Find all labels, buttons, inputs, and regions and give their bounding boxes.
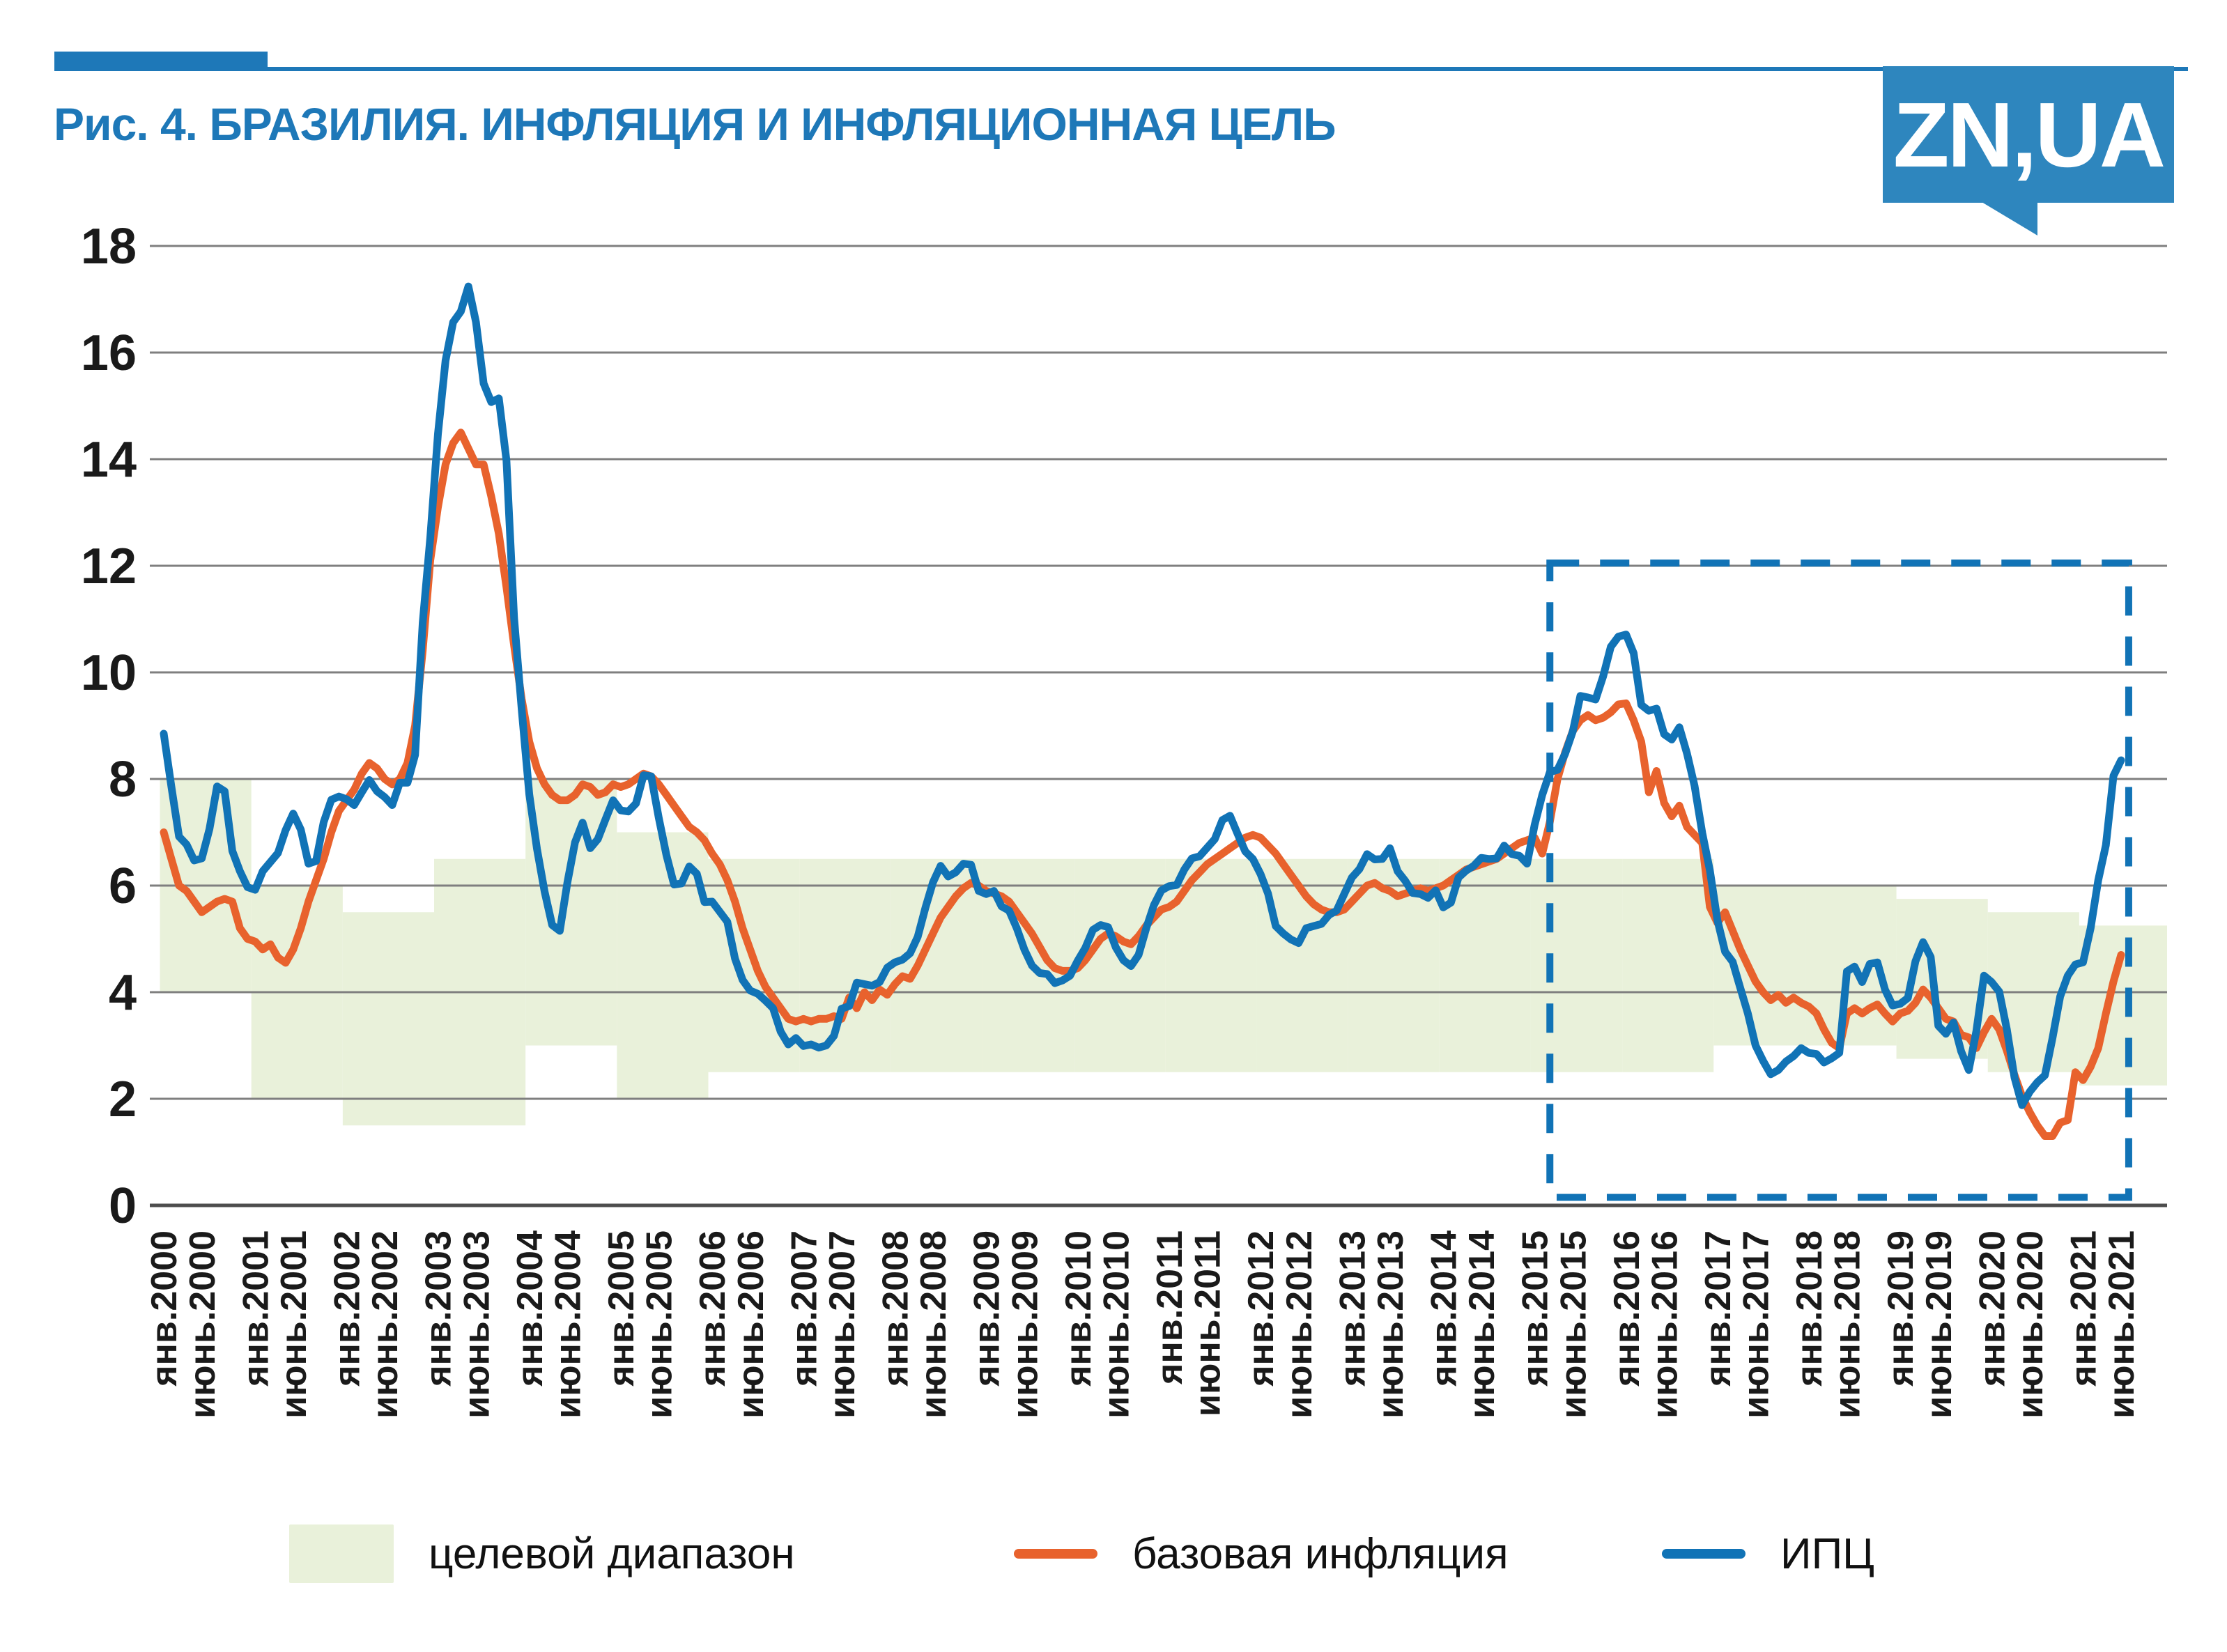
legend-item-core-inflation: базовая инфляция [1014, 1521, 1509, 1587]
x-tick-label: янв.2017 [1698, 1230, 1739, 1387]
x-tick-label: янв.2003 [419, 1230, 459, 1387]
x-tick-label: июнь.2014 [1462, 1230, 1502, 1419]
y-tick-label: 2 [109, 1072, 137, 1127]
zn-ua-logo-text: ZN,UA [1893, 83, 2166, 186]
x-tick-label: янв.2000 [144, 1230, 185, 1387]
x-tick-label: июнь.2008 [914, 1230, 954, 1419]
x-tick-label: июнь.2011 [1188, 1230, 1228, 1416]
x-tick-label: янв.2011 [1150, 1230, 1190, 1385]
x-tick-label: июнь.2005 [640, 1230, 680, 1419]
x-tick-label: июнь.2001 [274, 1230, 314, 1419]
x-tick-label: июнь.2003 [456, 1230, 497, 1419]
x-tick-label: июнь.2004 [548, 1230, 588, 1419]
target-range-swatch [289, 1524, 394, 1583]
x-tick-label: янв.2016 [1607, 1230, 1647, 1387]
x-tick-label: июнь.2012 [1279, 1230, 1320, 1419]
y-tick-label: 14 [81, 432, 137, 488]
target-band-2002 [342, 912, 435, 1126]
x-tick-label: июнь.2015 [1553, 1230, 1594, 1419]
x-tick-label: янв.2013 [1332, 1230, 1373, 1387]
x-tick-label: янв.2008 [875, 1230, 916, 1387]
x-tick-label: июнь.2019 [1919, 1230, 1959, 1419]
x-tick-label: янв.2002 [328, 1230, 368, 1387]
y-tick-label: 16 [81, 325, 137, 381]
cpi-swatch [1662, 1549, 1746, 1559]
target-band-2005 [617, 832, 709, 1099]
cpi-line [160, 282, 2125, 1109]
target-band-2008 [891, 858, 982, 1072]
x-tick-label: янв.2014 [1424, 1230, 1464, 1387]
y-tick-label: 6 [109, 858, 137, 914]
legend-item-cpi: ИПЦ [1662, 1521, 1874, 1587]
x-tick-label: янв.2005 [601, 1230, 642, 1387]
x-tick-label: июнь.2000 [183, 1230, 223, 1419]
target-band-2010 [1074, 858, 1166, 1072]
target-band-2015 [1530, 858, 1623, 1072]
legend-item-target-range: целевой диапазон [289, 1521, 795, 1587]
y-tick-label: 10 [81, 645, 137, 701]
page-title: Рис. 4. БРАЗИЛИЯ. ИНФЛЯЦИЯ И ИНФЛЯЦИОННА… [54, 98, 1336, 150]
x-tick-label: июнь.2013 [1371, 1230, 1411, 1419]
x-tick-label: янв.2021 [2064, 1230, 2104, 1387]
x-tick-label: июнь.2020 [2010, 1230, 2051, 1419]
legend-label-target-range: целевой диапазон [429, 1529, 795, 1578]
x-tick-label: янв.2001 [236, 1230, 276, 1387]
x-tick-label: июнь.2016 [1644, 1230, 1685, 1419]
header-accent-line [54, 67, 2188, 71]
x-tick-label: янв.2007 [784, 1230, 824, 1387]
x-tick-label: янв.2020 [1972, 1230, 2012, 1387]
y-tick-label: 0 [109, 1178, 137, 1234]
x-tick-label: янв.2018 [1789, 1230, 1830, 1387]
legend-label-cpi: ИПЦ [1780, 1529, 1874, 1578]
core-inflation-swatch [1014, 1549, 1097, 1559]
x-tick-label: янв.2015 [1516, 1230, 1556, 1387]
highlight-box [1546, 559, 2132, 1201]
x-tick-label: янв.2009 [967, 1230, 1008, 1387]
x-tick-label: июнь.2002 [365, 1230, 406, 1419]
x-tick-label: июнь.2009 [1005, 1230, 1045, 1419]
x-tick-label: июнь.2007 [822, 1230, 863, 1419]
x-tick-label: июнь.2010 [1096, 1230, 1136, 1419]
target-band-2016 [1622, 858, 1714, 1072]
y-tick-label: 18 [81, 219, 137, 275]
x-tick-label: июнь.2021 [2102, 1230, 2142, 1419]
y-tick-label: 8 [109, 752, 137, 808]
target-band-2011 [1165, 858, 1257, 1072]
x-tick-label: янв.2019 [1881, 1230, 1921, 1387]
x-tick-label: янв.2004 [510, 1230, 550, 1387]
x-tick-label: июнь.2018 [1828, 1230, 1868, 1419]
y-tick-label: 12 [81, 539, 137, 594]
legend-label-core-inflation: базовая инфляция [1132, 1529, 1509, 1578]
y-tick-label: 4 [109, 965, 137, 1021]
x-tick-label: июнь.2006 [731, 1230, 771, 1419]
x-tick-label: янв.2012 [1241, 1230, 1281, 1387]
x-tick-label: янв.2010 [1058, 1230, 1099, 1387]
x-tick-label: янв.2006 [693, 1230, 733, 1387]
x-tick-label: июнь.2017 [1736, 1230, 1777, 1419]
target-band-2007 [799, 858, 891, 1072]
